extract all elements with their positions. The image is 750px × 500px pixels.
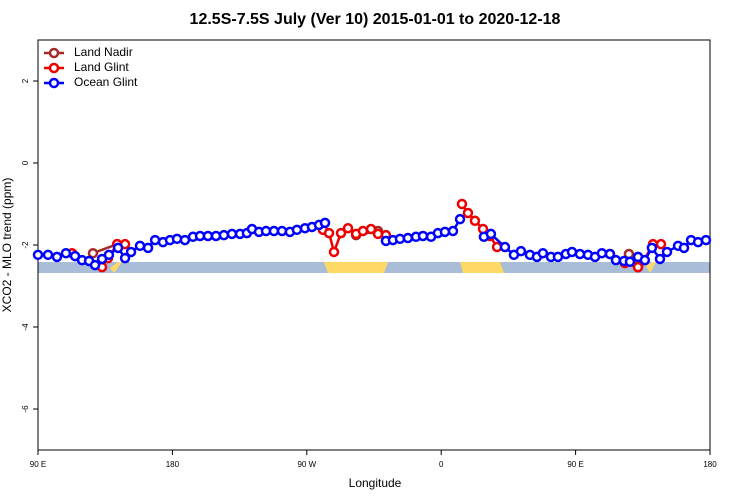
point: [319, 217, 331, 229]
point: [402, 232, 414, 244]
x-axis-label: Longitude: [349, 476, 402, 490]
point: [268, 225, 280, 237]
point: [624, 256, 636, 268]
legend-marker: [48, 77, 60, 89]
point: [515, 245, 527, 257]
point: [112, 242, 124, 254]
x-tick-label: 90 E: [567, 460, 583, 469]
point: [202, 230, 214, 242]
y-tick-label: -6: [21, 405, 30, 413]
point: [42, 249, 54, 261]
point: [87, 247, 99, 259]
legend-label: Land Glint: [74, 60, 129, 74]
point: [218, 229, 230, 241]
point: [447, 225, 459, 237]
point: [103, 249, 115, 261]
point: [89, 259, 101, 271]
x-tick-label: 90 W: [297, 460, 316, 469]
point: [335, 227, 347, 239]
point: [655, 238, 667, 250]
y-tick-label: 2: [21, 78, 30, 83]
point: [499, 241, 511, 253]
y-tick-label: -4: [21, 323, 30, 331]
point: [639, 254, 651, 266]
point: [454, 213, 466, 225]
x-tick-label: 0: [439, 460, 444, 469]
legend-label: Ocean Glint: [74, 75, 138, 89]
point: [574, 248, 586, 260]
point: [365, 223, 377, 235]
chart-title: 12.5S-7.5S July (Ver 10) 2015-01-01 to 2…: [190, 11, 561, 28]
point: [171, 233, 183, 245]
point: [485, 228, 497, 240]
point: [134, 240, 146, 252]
y-tick-label: 0: [21, 160, 30, 165]
point: [537, 247, 549, 259]
point: [661, 246, 673, 258]
point: [342, 222, 354, 234]
point: [439, 226, 451, 238]
point: [632, 261, 644, 273]
point: [119, 252, 131, 264]
point: [678, 242, 690, 254]
x-tick-label: 180: [703, 460, 717, 469]
point: [323, 227, 335, 239]
point: [328, 246, 340, 258]
point: [646, 242, 658, 254]
point: [179, 234, 191, 246]
point: [372, 228, 384, 240]
point: [226, 228, 238, 240]
point: [462, 207, 474, 219]
point: [596, 247, 608, 259]
point: [456, 198, 468, 210]
x-tick-label: 90 E: [30, 460, 46, 469]
point: [417, 230, 429, 242]
y-axis-label: XCO2 - MLO trend (ppm): [0, 178, 14, 313]
point: [60, 247, 72, 259]
map-strip: [38, 262, 710, 273]
legend-marker: [48, 47, 60, 59]
point: [32, 249, 44, 261]
point: [700, 234, 712, 246]
legend-marker: [48, 62, 60, 74]
series-line: [71, 203, 662, 269]
x-tick-label: 180: [166, 460, 180, 469]
point: [604, 248, 616, 260]
point: [142, 242, 154, 254]
point: [469, 215, 481, 227]
point: [51, 251, 63, 263]
y-tick-label: -2: [21, 241, 30, 249]
point: [291, 224, 303, 236]
legend-label: Land Nadir: [74, 45, 133, 59]
point: [357, 225, 369, 237]
point: [654, 253, 666, 265]
point: [610, 254, 622, 266]
point: [125, 246, 137, 258]
